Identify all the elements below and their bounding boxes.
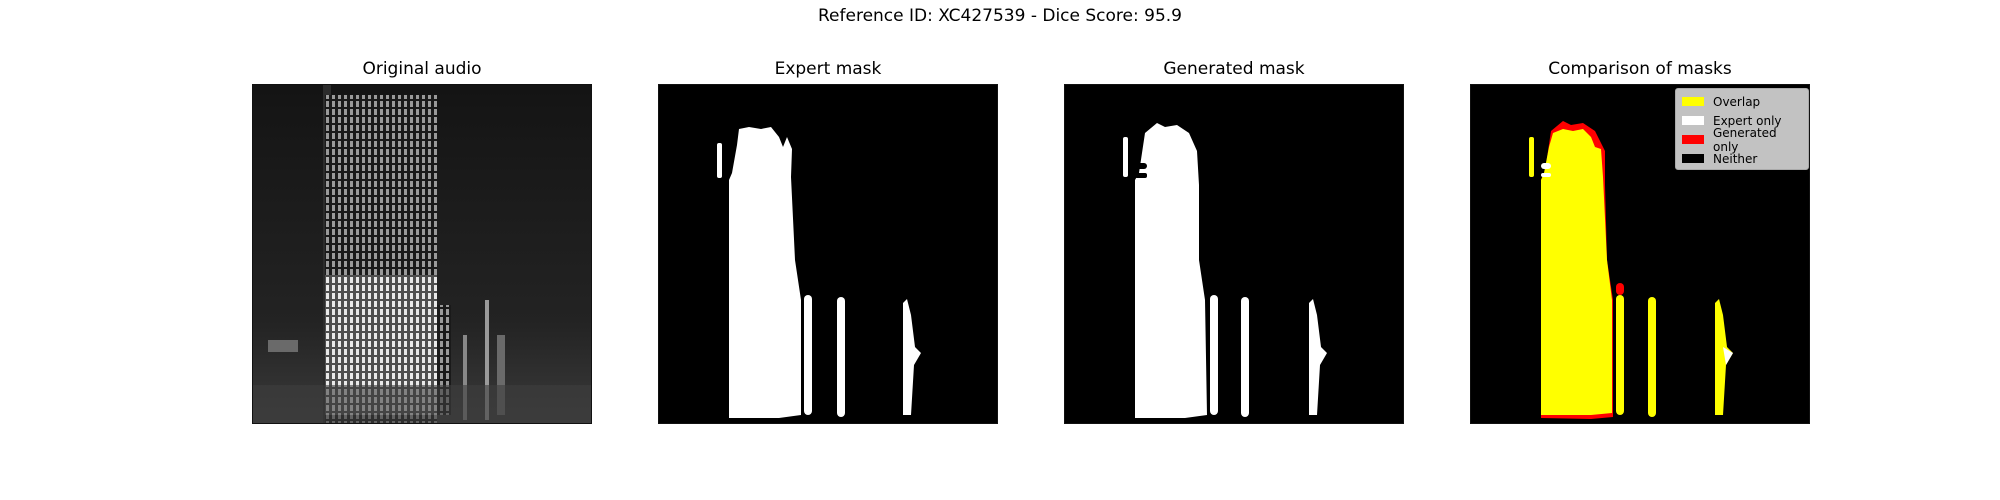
comparison-mask-image — [1470, 84, 1810, 424]
spectrogram-image — [252, 84, 592, 424]
panel-title-comparison-of-masks: Comparison of masks — [1548, 59, 1732, 79]
legend-label: Generated only — [1713, 125, 1777, 154]
figure-title: Reference ID: XC427539 - Dice Score: 95.… — [818, 6, 1182, 26]
legend-swatch-expert-only — [1682, 116, 1704, 125]
legend: Overlap Expert only Generated only Neith… — [1675, 88, 1809, 170]
generated-mask-image — [1064, 84, 1404, 424]
legend-item-expert-only: Expert only — [1682, 111, 1802, 130]
legend-label: Expert only — [1713, 113, 1782, 128]
legend-swatch-generated-only — [1682, 135, 1704, 144]
expert-mask-image — [658, 84, 998, 424]
legend-item-generated-only: Generated only — [1682, 126, 1802, 154]
legend-swatch-overlap — [1682, 97, 1704, 106]
panel-title-original-audio: Original audio — [362, 59, 482, 79]
legend-swatch-neither — [1682, 154, 1704, 163]
panel-title-generated-mask: Generated mask — [1163, 59, 1305, 79]
panel-title-expert-mask: Expert mask — [774, 59, 882, 79]
legend-item-overlap: Overlap — [1682, 92, 1802, 111]
legend-label: Overlap — [1713, 94, 1761, 109]
legend-label: Neither — [1713, 151, 1758, 166]
legend-item-neither: Neither — [1682, 149, 1802, 168]
